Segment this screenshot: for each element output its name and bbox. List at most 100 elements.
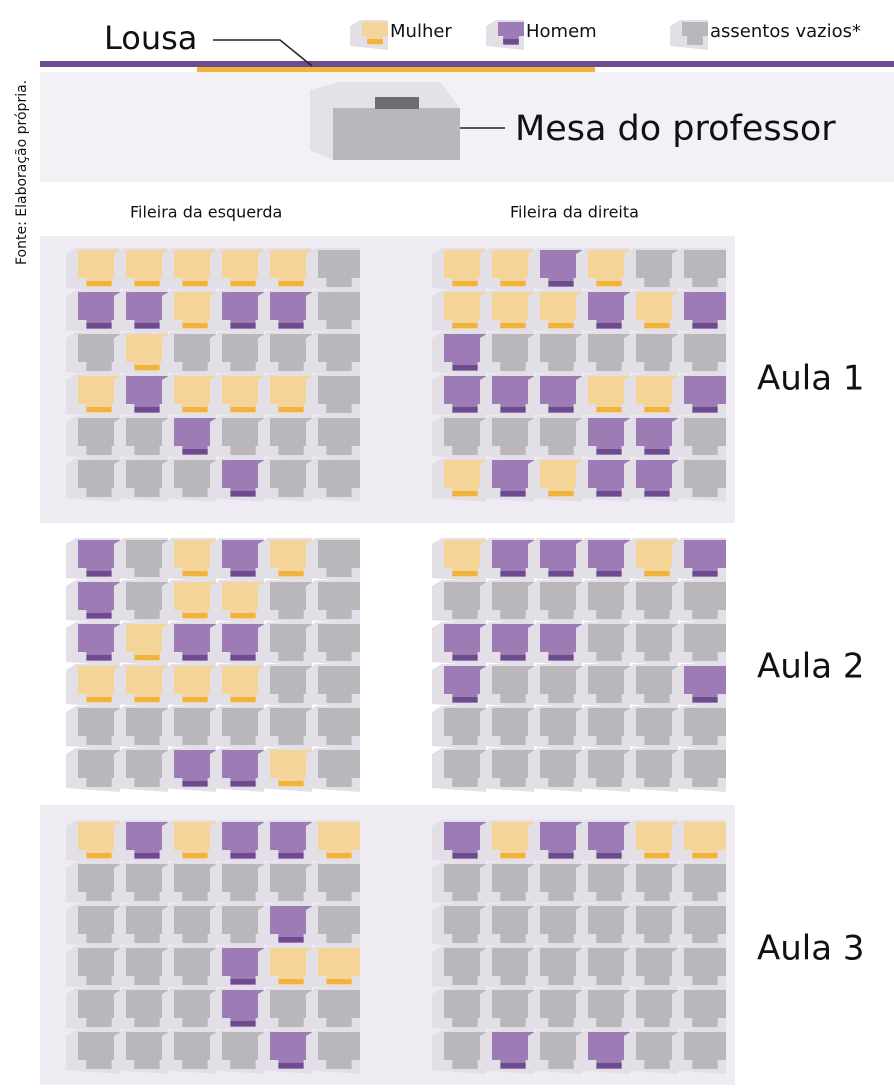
seat-accent — [548, 281, 573, 286]
seat — [270, 376, 312, 404]
seat — [126, 460, 168, 488]
seat-accent — [500, 449, 525, 454]
seat-accent — [230, 613, 255, 618]
seat-accent — [230, 895, 255, 900]
seat-accent — [548, 1021, 573, 1026]
legend-label: assentos vazios* — [710, 21, 861, 42]
seat — [540, 708, 582, 736]
seat — [78, 990, 120, 1018]
seat — [636, 1032, 678, 1060]
seat — [270, 990, 312, 1018]
seat — [222, 906, 264, 934]
seat-accent — [452, 407, 477, 412]
desk — [333, 108, 460, 160]
seat — [270, 708, 312, 736]
seat — [222, 582, 264, 610]
seat — [684, 708, 726, 736]
seat-accent — [278, 697, 303, 702]
seat — [492, 292, 534, 320]
seat — [222, 666, 264, 694]
seat — [540, 334, 582, 362]
seat — [540, 250, 582, 278]
seat-accent — [182, 1021, 207, 1026]
seat-accent — [86, 365, 111, 370]
seat — [684, 250, 726, 278]
seat — [684, 376, 726, 404]
seat-accent — [230, 1063, 255, 1068]
seat — [222, 334, 264, 362]
seat — [588, 418, 630, 446]
seat — [492, 250, 534, 278]
seat-accent — [134, 323, 159, 328]
seat — [588, 990, 630, 1018]
seat-accent — [500, 895, 525, 900]
seat-accent — [452, 571, 477, 576]
seat-accent — [452, 613, 477, 618]
seat — [126, 582, 168, 610]
seat — [78, 906, 120, 934]
seat — [588, 1032, 630, 1060]
seat — [444, 334, 486, 362]
seat-accent — [692, 323, 717, 328]
column-label: Fileira da direita — [510, 203, 639, 222]
seat — [318, 948, 360, 976]
seat-accent — [452, 1021, 477, 1026]
seat — [492, 334, 534, 362]
seat — [684, 1032, 726, 1060]
seat-accent — [548, 613, 573, 618]
seat-accent — [548, 979, 573, 984]
seat-accent — [86, 491, 111, 496]
seat-accent — [86, 571, 111, 576]
seat — [78, 708, 120, 736]
seat-accent — [278, 613, 303, 618]
seat — [444, 250, 486, 278]
seat — [540, 376, 582, 404]
seat-accent — [692, 281, 717, 286]
seat — [588, 334, 630, 362]
seat — [684, 624, 726, 652]
seat — [270, 666, 312, 694]
seat — [684, 418, 726, 446]
seat — [174, 460, 216, 488]
seat — [492, 864, 534, 892]
seat — [498, 22, 524, 36]
source: Fonte: Elaboração própria. — [14, 80, 30, 265]
seat — [540, 750, 582, 778]
seat-accent — [596, 655, 621, 660]
seat-accent — [644, 407, 669, 412]
seat-accent — [596, 697, 621, 702]
seat — [222, 376, 264, 404]
seat — [636, 990, 678, 1018]
seat-accent — [644, 895, 669, 900]
seat — [684, 948, 726, 976]
seat-accent — [134, 449, 159, 454]
board — [197, 67, 595, 72]
seat — [684, 582, 726, 610]
seat — [444, 906, 486, 934]
seat — [174, 990, 216, 1018]
seat — [78, 540, 120, 568]
seat — [318, 418, 360, 446]
seat — [540, 418, 582, 446]
seat — [492, 376, 534, 404]
seat-accent — [692, 407, 717, 412]
seat-accent — [500, 697, 525, 702]
aula-label: Aula 2 — [757, 647, 865, 687]
seat — [444, 1032, 486, 1060]
seat — [362, 22, 388, 36]
seat-accent — [644, 937, 669, 942]
seat — [126, 822, 168, 850]
seat — [126, 250, 168, 278]
seat — [222, 540, 264, 568]
seat — [270, 822, 312, 850]
seat — [444, 624, 486, 652]
seat — [444, 540, 486, 568]
seat — [636, 624, 678, 652]
seat-accent — [326, 697, 351, 702]
seat — [318, 750, 360, 778]
aula-label: Aula 3 — [757, 929, 865, 969]
seat — [174, 250, 216, 278]
seat-accent — [452, 697, 477, 702]
seat — [540, 864, 582, 892]
seat-accent — [134, 937, 159, 942]
